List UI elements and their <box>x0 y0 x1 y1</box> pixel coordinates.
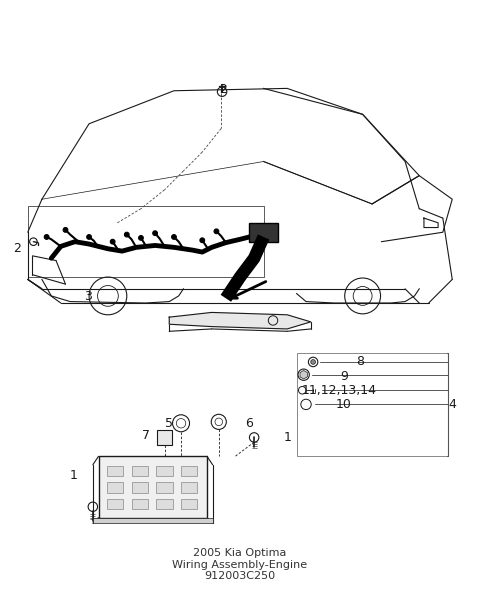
Text: 1: 1 <box>70 468 78 482</box>
Bar <box>132 499 148 509</box>
Text: 11,12,13,14: 11,12,13,14 <box>301 384 376 397</box>
Text: 7: 7 <box>142 428 150 442</box>
Text: 8: 8 <box>356 356 364 368</box>
Text: 2005 Kia Optima
Wiring Assembly-Engine
912003C250: 2005 Kia Optima Wiring Assembly-Engine 9… <box>172 548 308 582</box>
Bar <box>297 353 447 456</box>
Polygon shape <box>300 370 307 379</box>
Bar <box>107 466 123 476</box>
Bar <box>180 499 197 509</box>
Bar <box>180 482 197 493</box>
Text: 6: 6 <box>245 417 253 430</box>
Circle shape <box>153 231 157 236</box>
Circle shape <box>110 239 115 244</box>
Bar <box>156 466 172 476</box>
Bar <box>156 499 172 509</box>
Bar <box>156 482 172 493</box>
Circle shape <box>87 235 91 239</box>
Circle shape <box>311 359 315 364</box>
Bar <box>132 482 148 493</box>
Bar <box>28 206 264 277</box>
Circle shape <box>44 235 49 239</box>
Bar <box>107 499 123 509</box>
Bar <box>93 518 213 523</box>
Bar <box>180 466 197 476</box>
Text: 9: 9 <box>340 370 348 382</box>
Text: 5: 5 <box>165 417 173 430</box>
Text: 1: 1 <box>283 431 291 444</box>
Text: 2: 2 <box>13 242 21 255</box>
Polygon shape <box>169 313 311 329</box>
Circle shape <box>63 227 68 232</box>
Bar <box>157 430 172 444</box>
Circle shape <box>139 236 144 240</box>
Circle shape <box>214 229 219 234</box>
Text: 2: 2 <box>219 83 228 96</box>
Circle shape <box>124 232 129 237</box>
Bar <box>98 456 207 518</box>
Circle shape <box>172 235 176 239</box>
Text: 4: 4 <box>448 398 456 411</box>
Bar <box>132 466 148 476</box>
Text: 10: 10 <box>336 398 352 411</box>
Bar <box>250 223 278 242</box>
Text: 3: 3 <box>84 290 92 304</box>
Bar <box>107 482 123 493</box>
Circle shape <box>200 238 204 242</box>
